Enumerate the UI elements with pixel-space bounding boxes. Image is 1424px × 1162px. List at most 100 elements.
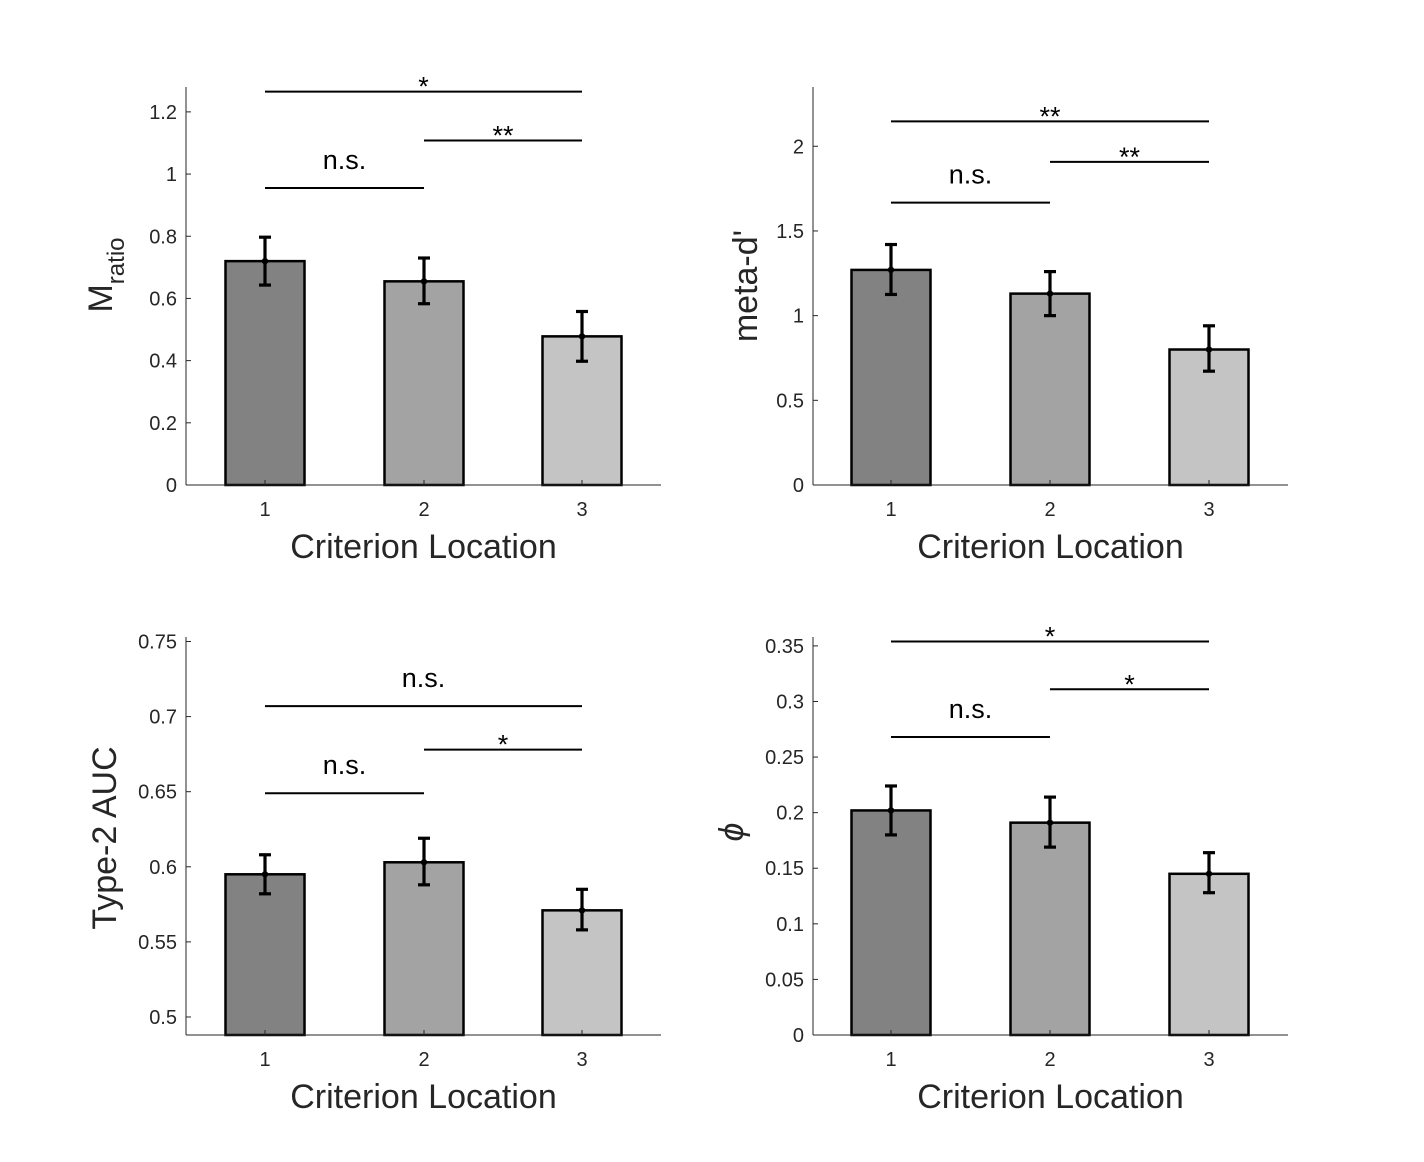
bar-2 [1009,821,1091,1037]
error-bar-3 [576,309,588,363]
x-tick-label: 2 [418,1049,429,1071]
chart-panel-1: 0 0.2 0.4 0.6 0.8 1 1.2 1 2 3 Criterion Location Mr… [82,72,661,566]
significance-label: n.s. [323,750,367,780]
x-tick-label: 3 [1203,1049,1214,1071]
error-bar-2 [418,836,430,887]
y-tick-label: 0 [793,475,804,497]
chart-panel-2: 0 0.5 1 1.5 2 1 2 3 Criterion Location meta-d' ** *… [727,87,1288,566]
x-axis-label: Criterion Location [290,528,556,566]
y-axis-label-main: Type-2 AUC [86,746,124,929]
y-tick-label: 1 [166,164,177,186]
significance-bracket-1-3: * [891,621,1209,651]
x-tick-label: 1 [259,499,270,521]
mean-marker [420,278,428,285]
y-axis-label: meta-d' [727,230,765,342]
significance-label: * [418,72,429,102]
significance-bracket-2-3: ** [1050,142,1209,172]
mean-marker [261,871,269,878]
error-bar-1 [259,235,271,287]
x-axis-label: Criterion Location [290,1078,556,1116]
y-tick-label: 0.15 [765,858,804,880]
y-axis-label-subscript: ratio [103,237,130,284]
bar-1 [224,873,306,1037]
bar-2 [1009,292,1091,487]
significance-label: * [498,730,509,760]
y-tick-label: 1.5 [776,221,804,243]
x-tick-label: 1 [885,1049,896,1071]
bar-1 [224,259,306,487]
significance-label: ** [492,120,514,150]
y-tick-label: 0.4 [149,351,177,373]
y-tick-label: 0.05 [765,969,804,991]
mean-marker [578,333,586,340]
x-axis-label: Criterion Location [917,1078,1183,1116]
error-bar-3 [576,887,588,932]
y-tick-label: 0.3 [776,691,804,713]
significance-bracket-1-2: n.s. [265,145,424,190]
y-tick-label: 0.5 [149,1007,177,1029]
error-bar-2 [418,256,430,306]
significance-label: ** [1039,101,1061,131]
y-axis-label: Mratio [82,237,130,312]
significance-bracket-2-3: * [1050,669,1209,699]
y-tick-label: 0.55 [138,932,177,954]
significance-bracket-1-2: n.s. [891,160,1050,204]
error-bar-1 [259,853,271,896]
y-tick-label: 1 [793,306,804,328]
mean-marker [1046,290,1054,297]
y-tick-label: 0.1 [776,914,804,936]
y-tick-label: 0 [166,475,177,497]
y-axis-label-main: ϕ [713,823,751,842]
significance-bracket-1-2: n.s. [891,694,1050,739]
error-bar-1 [885,242,897,297]
mean-marker [578,907,586,914]
error-bar-1 [885,784,897,837]
x-tick-label: 3 [576,1049,587,1071]
y-tick-label: 0.6 [149,288,177,310]
significance-label: n.s. [949,160,993,190]
significance-label: n.s. [949,694,993,724]
significance-bracket-2-3: ** [424,120,582,150]
error-bar-2 [1044,795,1056,849]
y-tick-label: 0.65 [138,782,177,804]
error-bar-3 [1203,324,1215,373]
y-axis-label: Type-2 AUC [86,746,124,929]
x-tick-label: 2 [1044,499,1055,521]
significance-label: n.s. [402,663,446,693]
mean-marker [420,859,428,866]
significance-bracket-1-2: n.s. [265,750,424,795]
significance-bracket-2-3: * [424,730,582,760]
y-tick-label: 0.5 [776,390,804,412]
error-bar-2 [1044,270,1056,318]
error-bar-3 [1203,851,1215,895]
significance-label: ** [1119,142,1141,172]
significance-label: * [1124,669,1135,699]
significance-bracket-1-3: * [265,72,582,102]
y-tick-label: 1.2 [149,102,177,124]
significance-label: * [1045,621,1056,651]
significance-bracket-1-3: ** [891,101,1209,131]
y-tick-label: 0.6 [149,857,177,879]
x-tick-label: 2 [1044,1049,1055,1071]
significance-bracket-1-3: n.s. [265,663,582,708]
significance-label: n.s. [323,145,367,175]
bar-1 [850,268,932,487]
x-tick-label: 2 [418,499,429,521]
x-axis-label: Criterion Location [917,528,1183,566]
bar-1 [850,809,932,1037]
y-tick-label: 2 [793,136,804,158]
mean-marker [1205,870,1213,877]
mean-marker [887,266,895,274]
y-axis-label-main: M [82,284,120,312]
y-tick-label: 0 [793,1025,804,1047]
x-tick-label: 3 [1203,499,1214,521]
y-tick-label: 0.2 [776,803,804,825]
x-tick-label: 1 [259,1049,270,1071]
mean-marker [1205,346,1213,353]
mean-marker [887,807,895,814]
bar-2 [383,861,465,1037]
y-tick-label: 0.35 [765,636,804,658]
mean-marker [261,257,269,265]
x-tick-label: 3 [576,499,587,521]
